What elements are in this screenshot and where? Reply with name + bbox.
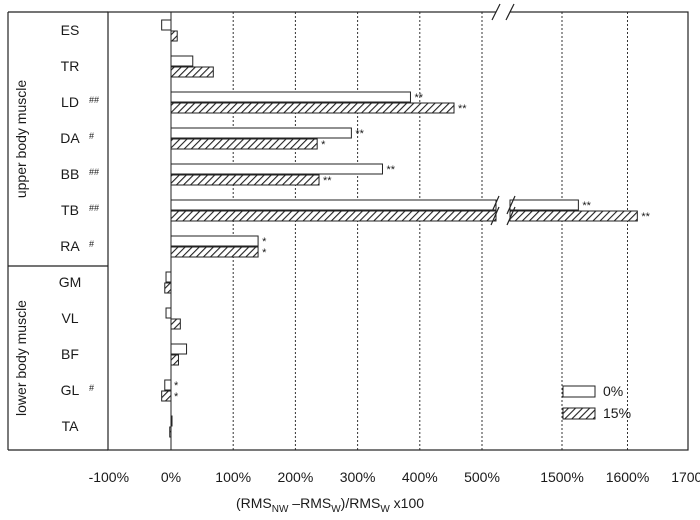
bar xyxy=(170,354,179,366)
significance-mark: ## xyxy=(89,167,99,177)
category-label: BB xyxy=(61,166,80,182)
bar xyxy=(161,390,172,402)
bar xyxy=(170,66,214,78)
legend-label: 15% xyxy=(603,405,631,421)
data-label: ** xyxy=(641,211,650,223)
legend: 0%15% xyxy=(562,383,631,421)
break-mark xyxy=(506,195,516,215)
data-label: * xyxy=(321,139,326,151)
grid-lines xyxy=(170,12,628,450)
bar-segment xyxy=(170,210,497,222)
bars xyxy=(161,19,638,438)
category-label: GM xyxy=(59,274,82,290)
plot-frame xyxy=(7,3,689,451)
bar xyxy=(170,127,352,139)
bar xyxy=(170,318,181,330)
plot-border xyxy=(107,11,689,451)
category-label: GL xyxy=(61,382,80,398)
bar xyxy=(170,174,320,186)
data-label: ** xyxy=(582,200,591,212)
bar xyxy=(170,343,188,355)
bar xyxy=(170,206,638,226)
group-label: lower body muscle xyxy=(13,300,29,416)
bar-segment xyxy=(170,199,497,211)
bar xyxy=(170,91,411,103)
break-mark xyxy=(506,206,516,226)
data-label: * xyxy=(174,391,179,403)
significance-mark: # xyxy=(89,239,94,249)
category-label: TA xyxy=(62,418,80,434)
x-tick-label: 0% xyxy=(161,469,181,485)
bar xyxy=(170,195,579,215)
x-tick-label: 1600% xyxy=(606,469,650,485)
category-label: TR xyxy=(61,58,80,74)
x-tick-label: 500% xyxy=(464,469,500,485)
data-label: ** xyxy=(355,128,364,140)
bar xyxy=(170,163,383,175)
x-tick-label: 1700% xyxy=(671,469,700,485)
group-label: upper body muscle xyxy=(13,80,29,199)
significance-mark: # xyxy=(89,131,94,141)
bar-segment xyxy=(509,210,638,222)
x-tick-label: 400% xyxy=(402,469,438,485)
break-mark xyxy=(505,3,515,21)
x-tick-label: 300% xyxy=(340,469,376,485)
legend-label: 0% xyxy=(603,383,623,399)
category-label: RA xyxy=(60,238,80,254)
axis-break-top xyxy=(491,3,515,21)
legend-swatch xyxy=(562,407,596,420)
category-label: LD xyxy=(61,94,79,110)
x-tick-label: 1500% xyxy=(540,469,584,485)
data-label: * xyxy=(174,380,179,392)
significance-mark: ## xyxy=(89,203,99,213)
category-label: BF xyxy=(61,346,79,362)
legend-swatch xyxy=(562,385,596,398)
data-label: ** xyxy=(414,92,423,104)
bar xyxy=(169,426,172,438)
bar xyxy=(165,307,172,319)
data-label: ** xyxy=(323,175,332,187)
category-label: ES xyxy=(61,22,80,38)
bar xyxy=(161,19,172,31)
data-label: * xyxy=(262,236,267,248)
labels: -100% 0% 100% 200% 300% 400% 500% 1500% 1600% 170… xyxy=(13,22,700,485)
category-label: TB xyxy=(61,202,79,218)
bar xyxy=(164,282,172,294)
data-label: ** xyxy=(458,103,467,115)
x-tick-label: -100% xyxy=(89,469,129,485)
significance-mark: ## xyxy=(89,95,99,105)
bar xyxy=(170,102,455,114)
bar xyxy=(164,379,172,391)
x-axis-label: (RMSNW –RMSW)/RMSW x100 xyxy=(236,495,424,515)
bar xyxy=(170,30,178,42)
category-label: VL xyxy=(61,310,78,326)
bar xyxy=(170,235,259,247)
x-tick-label: 100% xyxy=(215,469,251,485)
break-mark xyxy=(491,3,501,21)
bar xyxy=(170,415,173,427)
category-label: DA xyxy=(60,130,80,146)
bar xyxy=(170,55,194,67)
break-gap xyxy=(496,4,510,20)
bar xyxy=(165,271,172,283)
bar-segment xyxy=(509,199,579,211)
significance-mark: # xyxy=(89,383,94,393)
bar xyxy=(170,138,318,150)
bar xyxy=(170,246,259,258)
break-mark xyxy=(490,206,500,226)
x-tick-label: 200% xyxy=(277,469,313,485)
data-label: ** xyxy=(386,164,395,176)
data-label: * xyxy=(262,247,267,259)
